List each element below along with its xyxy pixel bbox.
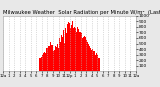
Text: Milwaukee Weather  Solar Radiation per Minute W/m²  (Last 24 Hours): Milwaukee Weather Solar Radiation per Mi… bbox=[3, 10, 160, 15]
